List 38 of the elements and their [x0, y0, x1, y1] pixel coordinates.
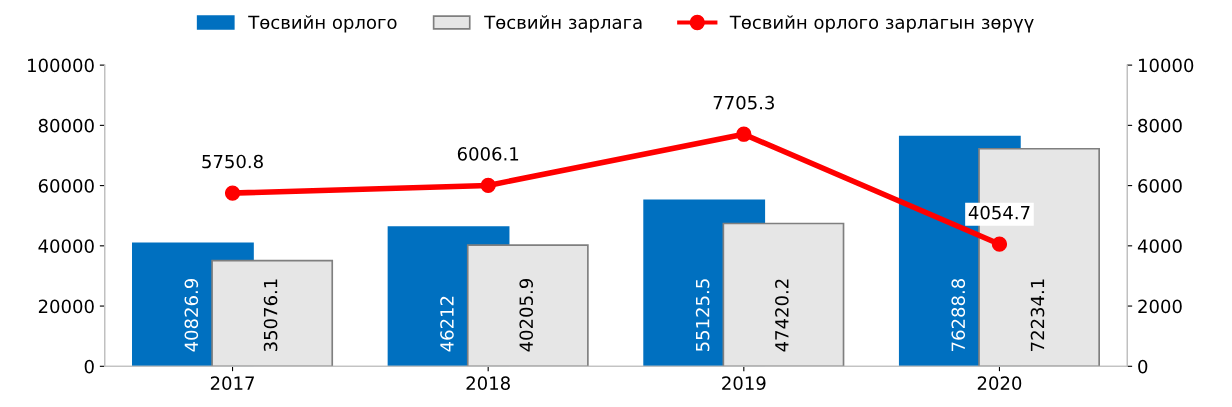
- x-tick-label: 2018: [466, 376, 510, 390]
- bar: [466, 244, 589, 367]
- point: [991, 236, 1008, 252]
- bar: [211, 259, 334, 367]
- legend-label: Төсвийн орлого: [248, 15, 397, 33]
- y2-tick-label: 0: [1138, 359, 1148, 374]
- y-tick-label: 20000: [38, 299, 94, 314]
- data-label: 40826.9: [184, 279, 199, 352]
- data-label: 7705.3: [713, 95, 774, 110]
- y2-tick-label: 2000: [1138, 299, 1182, 314]
- y-tick-label: 0: [84, 359, 94, 374]
- x-tick-label: 2019: [722, 376, 766, 390]
- y2-tick-label: 6000: [1138, 179, 1182, 193]
- y-tick-label: 40000: [38, 239, 94, 253]
- data-label: 40205.9: [519, 279, 534, 352]
- data-label: 35076.1: [263, 279, 278, 352]
- data-label: 72234.1: [1030, 279, 1045, 351]
- data-label: 6006.1: [457, 147, 519, 161]
- y2-tick-label: 8000: [1138, 118, 1182, 133]
- legend-label: Төсвийн зарлага: [484, 15, 642, 33]
- data-label: 4054.7: [968, 205, 1030, 220]
- data-label: 5750.8: [202, 154, 263, 169]
- y2-tick-label: 10000: [1138, 58, 1194, 73]
- data-label: 55125.5: [695, 279, 710, 352]
- y2-tick-label: 4000: [1137, 239, 1182, 253]
- data-label: 46212: [440, 296, 454, 352]
- point: [224, 185, 241, 201]
- y-tick-label: 100000: [28, 58, 94, 73]
- y-tick-label: 60000: [38, 179, 94, 193]
- legend-label: Төсвийн орлого зарлагын зөрүү: [729, 15, 1034, 33]
- data-label: 76288.8: [951, 278, 966, 351]
- x-tick-label: 2020: [977, 376, 1022, 390]
- data-label: 47420.2: [775, 279, 789, 352]
- x-tick-label: 2017: [210, 376, 254, 390]
- point: [736, 126, 752, 142]
- point: [480, 177, 496, 194]
- y-tick-label: 80000: [38, 118, 94, 133]
- bar: [722, 222, 845, 367]
